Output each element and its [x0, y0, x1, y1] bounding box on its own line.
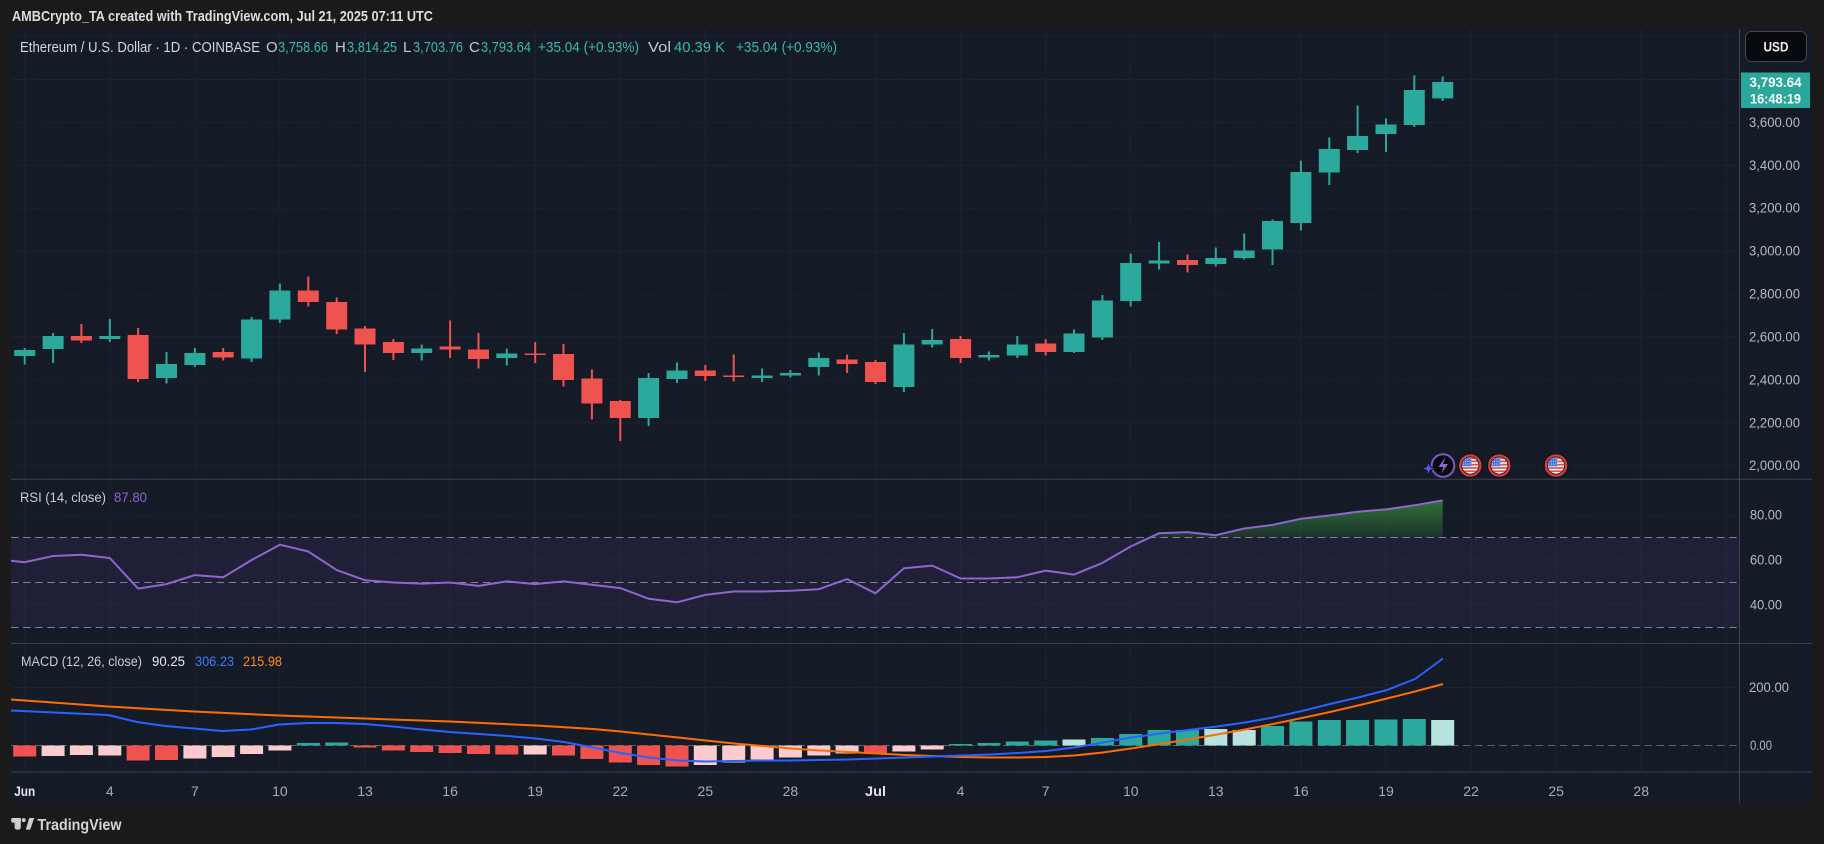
svg-text:16:48:19: 16:48:19: [1750, 92, 1801, 107]
svg-text:3,703.76: 3,703.76: [413, 39, 463, 56]
svg-text:+35.04 (+0.93%): +35.04 (+0.93%): [736, 39, 837, 56]
svg-text:O: O: [266, 39, 278, 56]
svg-text:19: 19: [1378, 783, 1394, 799]
svg-text:3,814.25: 3,814.25: [347, 39, 397, 56]
svg-text:Ethereum / U.S. Dollar · 1D ·: Ethereum / U.S. Dollar · 1D · COINBASE: [20, 39, 260, 56]
svg-text:2,400.00: 2,400.00: [1749, 372, 1800, 387]
svg-text:AMBCrypto_TA created with Trad: AMBCrypto_TA created with TradingView.co…: [12, 8, 433, 25]
svg-text:3,000.00: 3,000.00: [1749, 244, 1800, 259]
svg-text:3,793.64: 3,793.64: [481, 39, 531, 56]
svg-text:25: 25: [698, 783, 714, 799]
svg-text:RSI (14, close): RSI (14, close): [20, 490, 106, 505]
svg-text:USD: USD: [1764, 39, 1789, 55]
svg-text:306.23: 306.23: [195, 654, 234, 669]
svg-text:3,793.64: 3,793.64: [1750, 74, 1802, 90]
svg-text:0.00: 0.00: [1750, 738, 1772, 753]
svg-text:TradingView: TradingView: [38, 817, 122, 834]
svg-text:2,000.00: 2,000.00: [1749, 458, 1800, 473]
svg-text:7: 7: [1042, 783, 1050, 799]
svg-text:3,758.66: 3,758.66: [278, 39, 328, 56]
svg-text:4: 4: [957, 783, 965, 799]
svg-text:13: 13: [1208, 783, 1224, 799]
svg-text:60.00: 60.00: [1750, 553, 1782, 568]
svg-text:Jun: Jun: [14, 783, 35, 799]
svg-text:16: 16: [442, 783, 458, 799]
svg-text:2,200.00: 2,200.00: [1749, 415, 1800, 430]
svg-text:10: 10: [272, 783, 288, 799]
svg-text:H: H: [335, 39, 346, 56]
svg-text:80.00: 80.00: [1750, 508, 1782, 523]
svg-text:16: 16: [1293, 783, 1309, 799]
svg-text:215.98: 215.98: [243, 654, 282, 669]
svg-text:3,200.00: 3,200.00: [1749, 201, 1800, 216]
svg-text:40.39 K: 40.39 K: [674, 39, 725, 56]
svg-text:22: 22: [612, 783, 628, 799]
svg-text:2,600.00: 2,600.00: [1749, 329, 1800, 344]
svg-text:200.00: 200.00: [1749, 680, 1789, 695]
svg-text:19: 19: [527, 783, 543, 799]
svg-text:L: L: [403, 39, 411, 56]
svg-text:13: 13: [357, 783, 373, 799]
svg-text:90.25: 90.25: [152, 654, 185, 669]
svg-text:28: 28: [783, 783, 799, 799]
svg-text:10: 10: [1123, 783, 1139, 799]
svg-text:+35.04 (+0.93%): +35.04 (+0.93%): [538, 39, 639, 56]
svg-text:87.80: 87.80: [114, 490, 147, 505]
svg-text:C: C: [469, 39, 480, 56]
svg-text:2,800.00: 2,800.00: [1749, 287, 1800, 302]
svg-text:4: 4: [106, 783, 114, 799]
svg-text:Vol: Vol: [648, 39, 671, 56]
svg-text:22: 22: [1463, 783, 1479, 799]
svg-text:Jul: Jul: [865, 783, 886, 799]
svg-text:7: 7: [191, 783, 199, 799]
svg-text:3,400.00: 3,400.00: [1749, 158, 1800, 173]
svg-text:25: 25: [1548, 783, 1564, 799]
svg-text:3,600.00: 3,600.00: [1749, 115, 1800, 130]
svg-text:28: 28: [1633, 783, 1649, 799]
svg-text:40.00: 40.00: [1750, 598, 1782, 613]
svg-text:MACD (12, 26, close): MACD (12, 26, close): [21, 654, 142, 669]
